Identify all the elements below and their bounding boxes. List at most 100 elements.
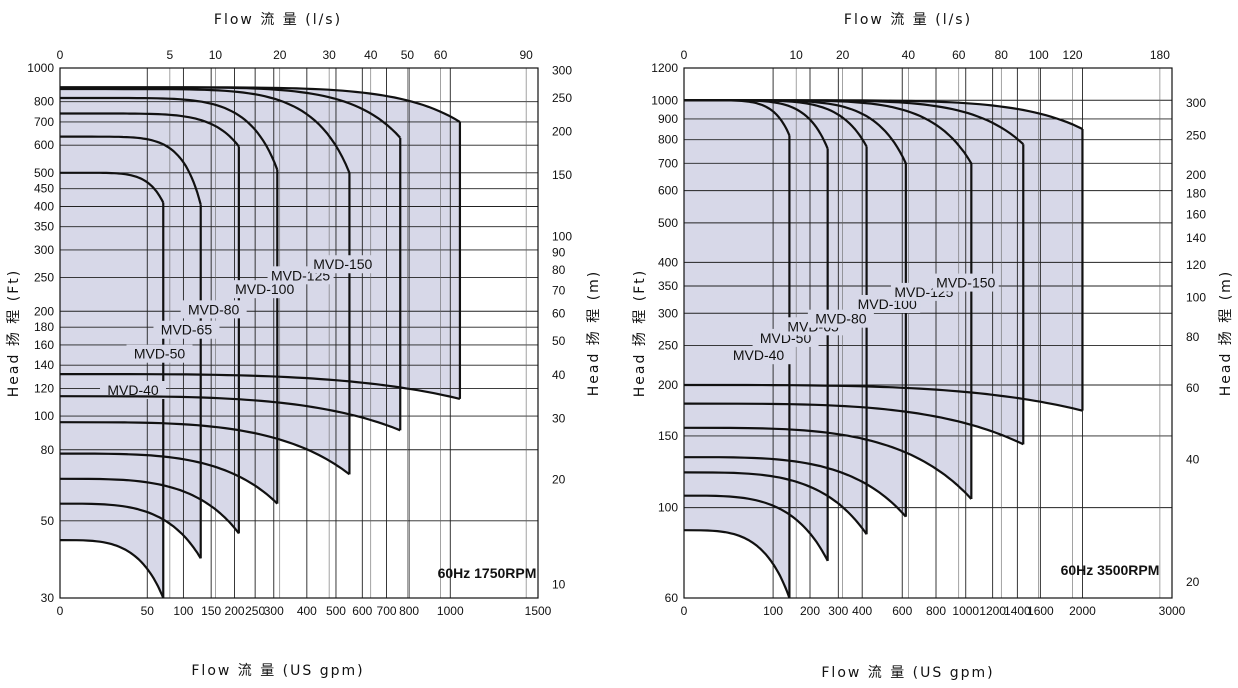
top-tick-label: 30 — [322, 48, 336, 62]
series-label-bg — [807, 309, 874, 328]
left-tick-label: 800 — [658, 133, 678, 147]
bottom-tick-label: 2000 — [1069, 604, 1096, 618]
bottom-tick-label: 200 — [800, 604, 820, 618]
bottom-tick-label: 300 — [828, 604, 848, 618]
right-tick-label: 60 — [552, 307, 566, 321]
right-tick-label: 40 — [552, 368, 566, 382]
left-tick-label: 160 — [34, 338, 54, 352]
left-tick-label: 200 — [34, 304, 54, 318]
top-tick-label: 20 — [836, 48, 850, 62]
chart-1750rpm: MVD-40MVD-50MVD-65MVD-80MVD-100MVD-125MV… — [6, 12, 602, 679]
top-axis-title: Flow 流 量 (l/s) — [844, 12, 972, 28]
series-label: MVD-150 — [936, 275, 995, 291]
bottom-tick-label: 700 — [377, 604, 397, 618]
left-tick-label: 700 — [658, 156, 678, 170]
curve-bottom-mvd-40 — [59, 539, 165, 599]
curve-top-mvd-65 — [60, 112, 240, 148]
right-tick-label: 120 — [1186, 258, 1206, 272]
left-tick-label: 120 — [34, 381, 54, 395]
right-axis-title: Head 扬 程 (m) — [586, 270, 602, 397]
left-axis-title: Head 扬 程 (Ft) — [6, 269, 22, 397]
curve-bottom-mvd-50 — [60, 502, 202, 559]
series-label: MVD-40 — [733, 347, 785, 363]
right-axis-title: Head 扬 程 (m) — [1218, 270, 1234, 397]
left-tick-label: 100 — [658, 501, 678, 515]
right-tick-label: 140 — [1186, 231, 1206, 245]
bottom-tick-label: 1000 — [952, 604, 979, 618]
right-tick-label: 300 — [1186, 96, 1206, 110]
bottom-tick-label: 1400 — [1004, 604, 1031, 618]
right-tick-label: 200 — [552, 125, 572, 139]
right-tick-label: 80 — [552, 263, 566, 277]
bottom-tick-label: 50 — [141, 604, 155, 618]
series-label-bg — [932, 273, 999, 292]
top-tick-label: 0 — [57, 48, 64, 62]
bottom-tick-label: 3000 — [1159, 604, 1186, 618]
series-label: MVD-65 — [161, 322, 213, 338]
left-tick-label: 80 — [41, 443, 55, 457]
top-tick-label: 10 — [789, 48, 803, 62]
curve-bottom-mvd-100 — [59, 421, 351, 476]
left-tick-label: 250 — [658, 339, 678, 353]
series-label: MVD-100 — [235, 281, 294, 297]
left-tick-label: 300 — [658, 306, 678, 320]
right-tick-label: 300 — [552, 63, 572, 77]
bottom-axis-title: Flow 流 量 (US gpm) — [821, 665, 994, 681]
left-tick-label: 600 — [658, 184, 678, 198]
bottom-tick-label: 800 — [399, 604, 419, 618]
bottom-tick-label: 200 — [225, 604, 245, 618]
right-tick-label: 80 — [1186, 330, 1200, 344]
series-label: MVD-80 — [815, 311, 867, 327]
curve-bottom-mvd-100 — [683, 426, 973, 500]
top-tick-label: 40 — [902, 48, 916, 62]
left-tick-label: 900 — [658, 112, 678, 126]
curve-bottom-mvd-125 — [683, 402, 1024, 446]
bottom-tick-label: 400 — [297, 604, 317, 618]
right-tick-label: 40 — [1186, 453, 1200, 467]
series-label-bg — [725, 346, 792, 365]
right-tick-label: 20 — [552, 473, 566, 487]
pump-curves: MVD-40MVD-50MVD-65MVD-80MVD-100MVD-125MV… — [59, 86, 462, 599]
curve-top-mvd-100 — [60, 87, 351, 174]
left-tick-label: 140 — [34, 358, 54, 372]
curve-bottom-mvd-150 — [60, 373, 461, 400]
right-tick-label: 100 — [552, 229, 572, 243]
left-tick-label: 1200 — [651, 61, 678, 75]
curve-bottom-mvd-80 — [60, 452, 279, 505]
right-tick-label: 30 — [552, 411, 566, 425]
top-tick-label: 10 — [209, 48, 223, 62]
left-tick-label: 400 — [34, 199, 54, 213]
left-tick-label: 30 — [41, 591, 55, 605]
curve-top-mvd-80 — [60, 96, 279, 171]
top-tick-label: 60 — [434, 48, 448, 62]
plot-frame — [683, 67, 1173, 599]
curve-bottom-mvd-65 — [59, 477, 240, 535]
top-tick-label: 60 — [952, 48, 966, 62]
bottom-tick-label: 1500 — [525, 604, 552, 618]
bottom-tick-label: 600 — [352, 604, 372, 618]
left-tick-label: 180 — [34, 320, 54, 334]
left-tick-label: 450 — [34, 182, 54, 196]
left-tick-label: 1000 — [651, 93, 678, 107]
bottom-tick-label: 400 — [852, 604, 872, 618]
bottom-tick-label: 250 — [245, 604, 265, 618]
bottom-tick-label: 1600 — [1027, 604, 1054, 618]
bottom-tick-label: 0 — [57, 604, 64, 618]
right-tick-label: 250 — [552, 91, 572, 105]
series-label-bg — [100, 380, 167, 399]
curve-top-mvd-150 — [60, 86, 461, 123]
left-tick-label: 250 — [34, 271, 54, 285]
left-tick-label: 500 — [658, 216, 678, 230]
top-tick-label: 40 — [364, 48, 378, 62]
pump-curves: MVD-40MVD-50MVD-65MVD-80MVD-100MVD-125MV… — [683, 99, 1084, 599]
top-tick-label: 180 — [1150, 48, 1170, 62]
bottom-tick-label: 150 — [201, 604, 221, 618]
top-tick-label: 80 — [995, 48, 1009, 62]
right-tick-label: 100 — [1186, 290, 1206, 304]
left-tick-label: 50 — [41, 514, 55, 528]
bottom-tick-label: 300 — [264, 604, 284, 618]
curve-top-mvd-150 — [684, 99, 1083, 130]
series-label-bg — [180, 300, 247, 319]
series-label-bg — [309, 255, 376, 274]
